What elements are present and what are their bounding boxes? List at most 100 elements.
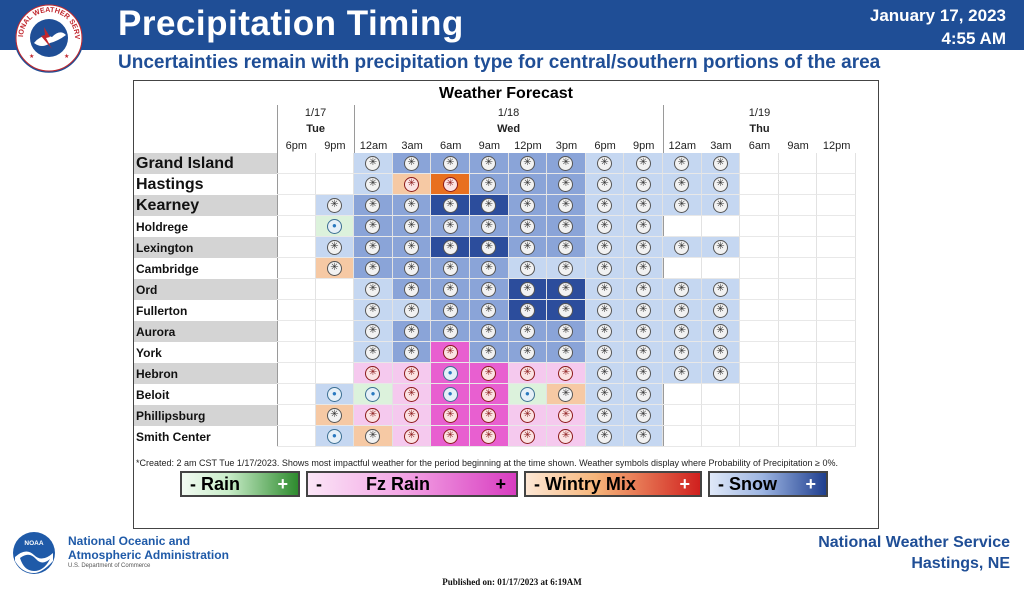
forecast-cell xyxy=(778,300,818,321)
forecast-cell: ✳ xyxy=(585,363,625,384)
snowflake-icon: ✳ xyxy=(597,302,613,318)
forecast-cell xyxy=(277,300,316,321)
time-label: 9am xyxy=(478,140,500,152)
snowflake-icon: ✳ xyxy=(442,281,458,297)
snowflake-icon: ✳ xyxy=(674,365,690,381)
freezing-rain-icon: ✳ xyxy=(519,407,535,423)
snowflake-icon: ✳ xyxy=(519,281,535,297)
raindrop-icon: ● xyxy=(519,386,535,402)
freezing-rain-icon: ✳ xyxy=(404,176,420,192)
snowflake-icon: ✳ xyxy=(712,197,728,213)
issue-datetime: January 17, 2023 4:55 AM xyxy=(870,4,1006,50)
snowflake-icon: ✳ xyxy=(404,155,420,171)
snowflake-icon: ✳ xyxy=(404,239,420,255)
forecast-cell: ✳ xyxy=(701,279,741,300)
freezing-rain-icon: ✳ xyxy=(481,407,497,423)
office-line2: Hastings, NE xyxy=(911,555,1010,572)
issue-date: January 17, 2023 xyxy=(869,6,1006,25)
time-label: 3am xyxy=(710,140,732,152)
forecast-cell xyxy=(778,363,818,384)
snowflake-icon: ✳ xyxy=(326,260,342,276)
forecast-cell: ✳ xyxy=(624,153,663,174)
forecast-cell: ✳ xyxy=(701,342,741,363)
freezing-rain-icon: ✳ xyxy=(404,365,420,381)
forecast-cell: ✳ xyxy=(508,153,548,174)
forecast-cell: ✳ xyxy=(354,237,393,258)
snowflake-icon: ✳ xyxy=(326,197,342,213)
snowflake-icon: ✳ xyxy=(365,323,381,339)
forecast-cell: ✳ xyxy=(508,426,548,447)
forecast-cell xyxy=(315,279,355,300)
snowflake-icon: ✳ xyxy=(442,197,458,213)
snowflake-icon: ✳ xyxy=(442,218,458,234)
forecast-cell: ✳ xyxy=(470,174,509,195)
freezing-rain-icon: ✳ xyxy=(365,365,381,381)
forecast-cell: ✳ xyxy=(470,321,509,342)
forecast-cell xyxy=(315,342,355,363)
time-label: 3am xyxy=(401,140,423,152)
forecast-cell: ● xyxy=(508,384,548,405)
time-label: 9pm xyxy=(632,140,655,152)
snowflake-icon: ✳ xyxy=(481,260,497,276)
forecast-cell: ✳ xyxy=(392,342,432,363)
location-label: Fullerton xyxy=(136,303,188,318)
snowflake-icon: ✳ xyxy=(519,260,535,276)
forecast-cell: ✳ xyxy=(392,300,432,321)
snowflake-icon: ✳ xyxy=(442,323,458,339)
forecast-cell: ✳ xyxy=(431,237,470,258)
snowflake-icon: ✳ xyxy=(365,239,381,255)
snowflake-icon: ✳ xyxy=(597,344,613,360)
forecast-cell: ✳ xyxy=(392,174,432,195)
forecast-cell: ✳ xyxy=(354,279,393,300)
snowflake-icon: ✳ xyxy=(597,218,613,234)
forecast-cell: ✳ xyxy=(663,321,702,342)
forecast-cell xyxy=(817,237,856,258)
day-name-label: Thu xyxy=(749,123,770,135)
forecast-cell xyxy=(277,279,316,300)
forecast-cell: ✳ xyxy=(585,342,625,363)
forecast-cell xyxy=(778,216,818,237)
snowflake-icon: ✳ xyxy=(635,407,651,423)
snowflake-icon: ✳ xyxy=(481,176,497,192)
forecast-cell: ✳ xyxy=(431,153,470,174)
snowflake-icon: ✳ xyxy=(635,197,651,213)
forecast-cell xyxy=(740,426,779,447)
snowflake-icon: ✳ xyxy=(365,260,381,276)
raindrop-icon: ● xyxy=(326,218,342,234)
forecast-cell: ✳ xyxy=(547,363,586,384)
forecast-cell xyxy=(740,279,779,300)
forecast-cell: ✳ xyxy=(431,321,470,342)
forecast-cell: ✳ xyxy=(663,342,702,363)
forecast-cell xyxy=(277,216,316,237)
forecast-cell: ✳ xyxy=(624,216,663,237)
forecast-cell: ✳ xyxy=(315,195,355,216)
snowflake-icon: ✳ xyxy=(558,323,574,339)
snowflake-icon: ✳ xyxy=(404,323,420,339)
forecast-cell xyxy=(740,174,779,195)
legend-minus-label: - Wintry Mix xyxy=(534,474,636,494)
snowflake-icon: ✳ xyxy=(404,281,420,297)
forecast-cell: ✳ xyxy=(431,258,470,279)
forecast-cell: ✳ xyxy=(547,258,586,279)
forecast-cell xyxy=(740,363,779,384)
snowflake-icon: ✳ xyxy=(597,176,613,192)
freezing-rain-icon: ✳ xyxy=(442,407,458,423)
forecast-cell xyxy=(277,153,316,174)
forecast-cell: ✳ xyxy=(354,216,393,237)
raindrop-icon: ● xyxy=(442,365,458,381)
forecast-cell xyxy=(817,384,856,405)
location-label: Hebron xyxy=(134,363,277,384)
snowflake-icon: ✳ xyxy=(712,344,728,360)
table-row: Phillipsburg ✳ ✳ ✳ ✳ ✳ ✳ ✳ ✳ ✳ xyxy=(134,405,878,426)
legend-item: - Snow + xyxy=(708,471,828,497)
forecast-cell: ✳ xyxy=(431,300,470,321)
location-label: Phillipsburg xyxy=(134,405,277,426)
freezing-rain-icon: ✳ xyxy=(365,407,381,423)
noaa-name-line1: National Oceanic and xyxy=(68,534,191,548)
forecast-cell xyxy=(817,426,856,447)
freezing-rain-icon: ✳ xyxy=(442,428,458,444)
forecast-cell xyxy=(778,405,818,426)
nws-logo-icon: NATIONAL WEATHER SERVICE ★ ★ xyxy=(14,3,84,73)
forecast-cell: ✳ xyxy=(624,405,663,426)
snowflake-icon: ✳ xyxy=(558,155,574,171)
